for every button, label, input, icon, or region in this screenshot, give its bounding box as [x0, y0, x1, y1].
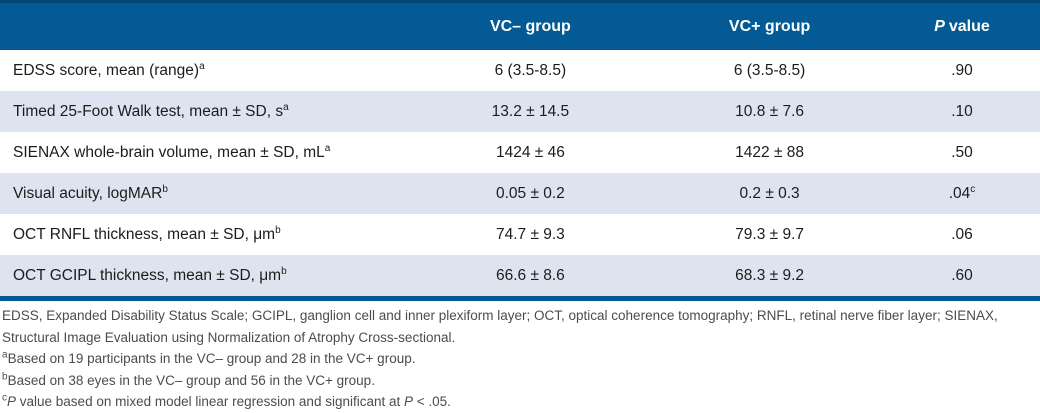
p-value-cell: .60: [951, 266, 973, 284]
p-value-rest: value: [948, 17, 990, 35]
p-value-cell: .10: [951, 102, 973, 120]
footnote-b-marker: b: [2, 371, 8, 382]
footnote-marker: a: [324, 142, 331, 154]
p-value-cell: .04c: [948, 183, 976, 202]
vc-minus-value: 6 (3.5-8.5): [494, 61, 567, 79]
footnote-marker: b: [281, 265, 287, 277]
footnote-marker: a: [199, 60, 205, 72]
footnote-b: bBased on 38 eyes in the VC– group and 5…: [2, 371, 375, 388]
footnote-a: aBased on 19 participants in the VC– gro…: [2, 349, 416, 366]
vc-minus-value: 74.7 ± 9.3: [495, 225, 565, 243]
vc-plus-value: 1422 ± 88: [735, 143, 804, 161]
p-value-cell: .06: [951, 225, 973, 243]
footnote-marker: b: [275, 224, 281, 236]
row-label: EDSS score, mean (range)a: [13, 60, 205, 79]
row-label: OCT GCIPL thickness, mean ± SD, μmb: [13, 265, 287, 284]
vc-plus-value: 10.8 ± 7.6: [735, 102, 804, 120]
footnote-marker: c: [970, 183, 976, 195]
p-value-cell: .90: [951, 61, 973, 79]
table-row: Visual acuity, logMARb 0.05 ± 0.2 0.2 ± …: [0, 173, 1040, 214]
vc-minus-value: 66.6 ± 8.6: [495, 266, 565, 284]
p-value-italic-p: P: [934, 17, 945, 35]
vc-minus-value: 1424 ± 46: [495, 143, 565, 161]
table-row: EDSS score, mean (range)a 6 (3.5-8.5) 6 …: [0, 50, 1040, 91]
p-value-cell: .50: [951, 143, 973, 161]
table-row: Timed 25-Foot Walk test, mean ± SD, sa 1…: [0, 91, 1040, 132]
table-bottom-border: [0, 296, 1040, 301]
table-row: OCT RNFL thickness, mean ± SD, μmb 74.7 …: [0, 214, 1040, 255]
row-label: OCT RNFL thickness, mean ± SD, μmb: [13, 224, 281, 243]
vc-plus-value: 79.3 ± 9.7: [735, 225, 804, 243]
row-label: Visual acuity, logMARb: [13, 183, 168, 202]
table-row: SIENAX whole-brain volume, mean ± SD, mL…: [0, 132, 1040, 173]
footnote-a-marker: a: [2, 349, 8, 361]
row-label: SIENAX whole-brain volume, mean ± SD, mL…: [13, 142, 331, 161]
vc-plus-value: 0.2 ± 0.3: [739, 184, 800, 202]
vc-minus-value: 0.05 ± 0.2: [495, 184, 565, 202]
footnote-marker: b: [162, 183, 168, 195]
header-vc-minus-group: VC– group: [489, 17, 571, 35]
table-footnotes: EDSS, Expanded Disability Status Scale; …: [0, 301, 1040, 413]
footnote-c-marker: c: [2, 392, 7, 404]
table-row: OCT GCIPL thickness, mean ± SD, μmb 66.6…: [0, 255, 1040, 296]
footnote-c: cP value based on mixed model linear reg…: [2, 392, 451, 409]
vc-minus-value: 13.2 ± 14.5: [491, 102, 570, 120]
vc-plus-value: 68.3 ± 9.2: [735, 266, 804, 284]
abbreviations-note: EDSS, Expanded Disability Status Scale; …: [2, 308, 998, 345]
vc-plus-value: 6 (3.5-8.5): [733, 61, 806, 79]
header-vc-plus-group: VC+ group: [728, 17, 811, 35]
row-label: Timed 25-Foot Walk test, mean ± SD, sa: [13, 101, 289, 120]
footnote-marker: a: [283, 101, 289, 113]
